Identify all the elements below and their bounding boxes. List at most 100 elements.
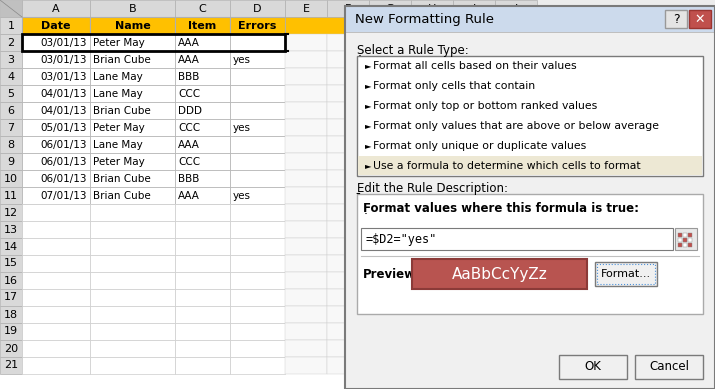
Text: ►: ► [365,161,372,170]
Text: Edit the Rule Description:: Edit the Rule Description: [357,182,508,194]
Bar [0,187,22,204]
Text: 12: 12 [4,207,18,217]
Text: 06/01/13: 06/01/13 [41,173,87,184]
Text: 04/01/13: 04/01/13 [41,89,87,98]
Bar [369,272,411,289]
Text: 19: 19 [4,326,18,336]
Bar [175,357,230,374]
Bar [411,34,453,51]
Text: F: F [345,4,351,14]
Bar [411,204,453,221]
Bar [22,153,90,170]
Text: 4: 4 [7,72,14,82]
Text: Errors: Errors [238,21,277,30]
Bar [453,102,495,119]
Bar [411,221,453,238]
Bar [678,243,682,247]
Bar [175,306,230,323]
Bar [495,102,537,119]
Bar [495,272,537,289]
Text: Peter May: Peter May [93,123,144,133]
Text: Brian Cube: Brian Cube [93,173,151,184]
Text: Select a Rule Type:: Select a Rule Type: [357,44,469,56]
Bar [453,68,495,85]
Bar [327,153,369,170]
Bar [90,289,175,306]
Bar [495,340,537,357]
Bar [327,187,369,204]
Bar [90,102,175,119]
Bar [0,221,22,238]
Bar [369,34,411,51]
Bar [683,233,687,237]
Text: New Formatting Rule: New Formatting Rule [355,12,494,26]
Bar [90,17,175,34]
Bar [230,306,285,323]
Bar [22,136,90,153]
Bar [411,68,453,85]
Text: Format only top or bottom ranked values: Format only top or bottom ranked values [373,101,597,111]
Bar [22,68,90,85]
Bar [90,238,175,255]
Bar [0,272,22,289]
Bar [369,255,411,272]
Text: Peter May: Peter May [93,156,144,166]
Bar [495,170,537,187]
Bar [595,262,657,286]
Bar [90,0,175,17]
Bar [22,170,90,187]
Bar [369,221,411,238]
Bar [453,136,495,153]
Text: CCC: CCC [178,89,200,98]
Text: DDD: DDD [178,105,202,116]
Text: ►: ► [365,142,372,151]
Bar [0,85,22,102]
Text: 6: 6 [7,105,14,116]
Bar [0,204,22,221]
Bar [453,51,495,68]
Bar [495,153,537,170]
Bar [285,221,327,238]
Bar [22,306,90,323]
Text: B: B [129,4,137,14]
Text: A: A [52,4,60,14]
Text: 8: 8 [7,140,14,149]
Bar [0,34,22,51]
Text: Brian Cube: Brian Cube [93,105,151,116]
Bar [90,357,175,374]
Bar [90,119,175,136]
Bar [230,34,285,51]
Text: Cancel: Cancel [649,361,689,373]
Bar [90,136,175,153]
Text: 18: 18 [4,310,18,319]
Bar [327,289,369,306]
Bar [285,68,327,85]
Bar [345,6,715,32]
Text: AAA: AAA [178,140,200,149]
Bar [0,68,22,85]
Bar [453,153,495,170]
Bar [327,136,369,153]
Bar [175,170,230,187]
Bar [175,102,230,119]
Bar [453,340,495,357]
Bar [285,357,327,374]
Bar [453,238,495,255]
Bar [90,187,175,204]
Text: 13: 13 [4,224,18,235]
Bar [0,0,22,17]
Bar [453,204,495,221]
Bar [22,340,90,357]
Bar [453,255,495,272]
Bar [175,0,230,17]
Bar [230,272,285,289]
Text: ►: ► [365,61,372,70]
Bar [411,323,453,340]
Text: ✕: ✕ [695,12,705,26]
Bar [411,340,453,357]
Text: 03/01/13: 03/01/13 [41,54,87,65]
Bar [175,136,230,153]
Bar [453,34,495,51]
Text: 05/01/13: 05/01/13 [41,123,87,133]
Bar [411,119,453,136]
